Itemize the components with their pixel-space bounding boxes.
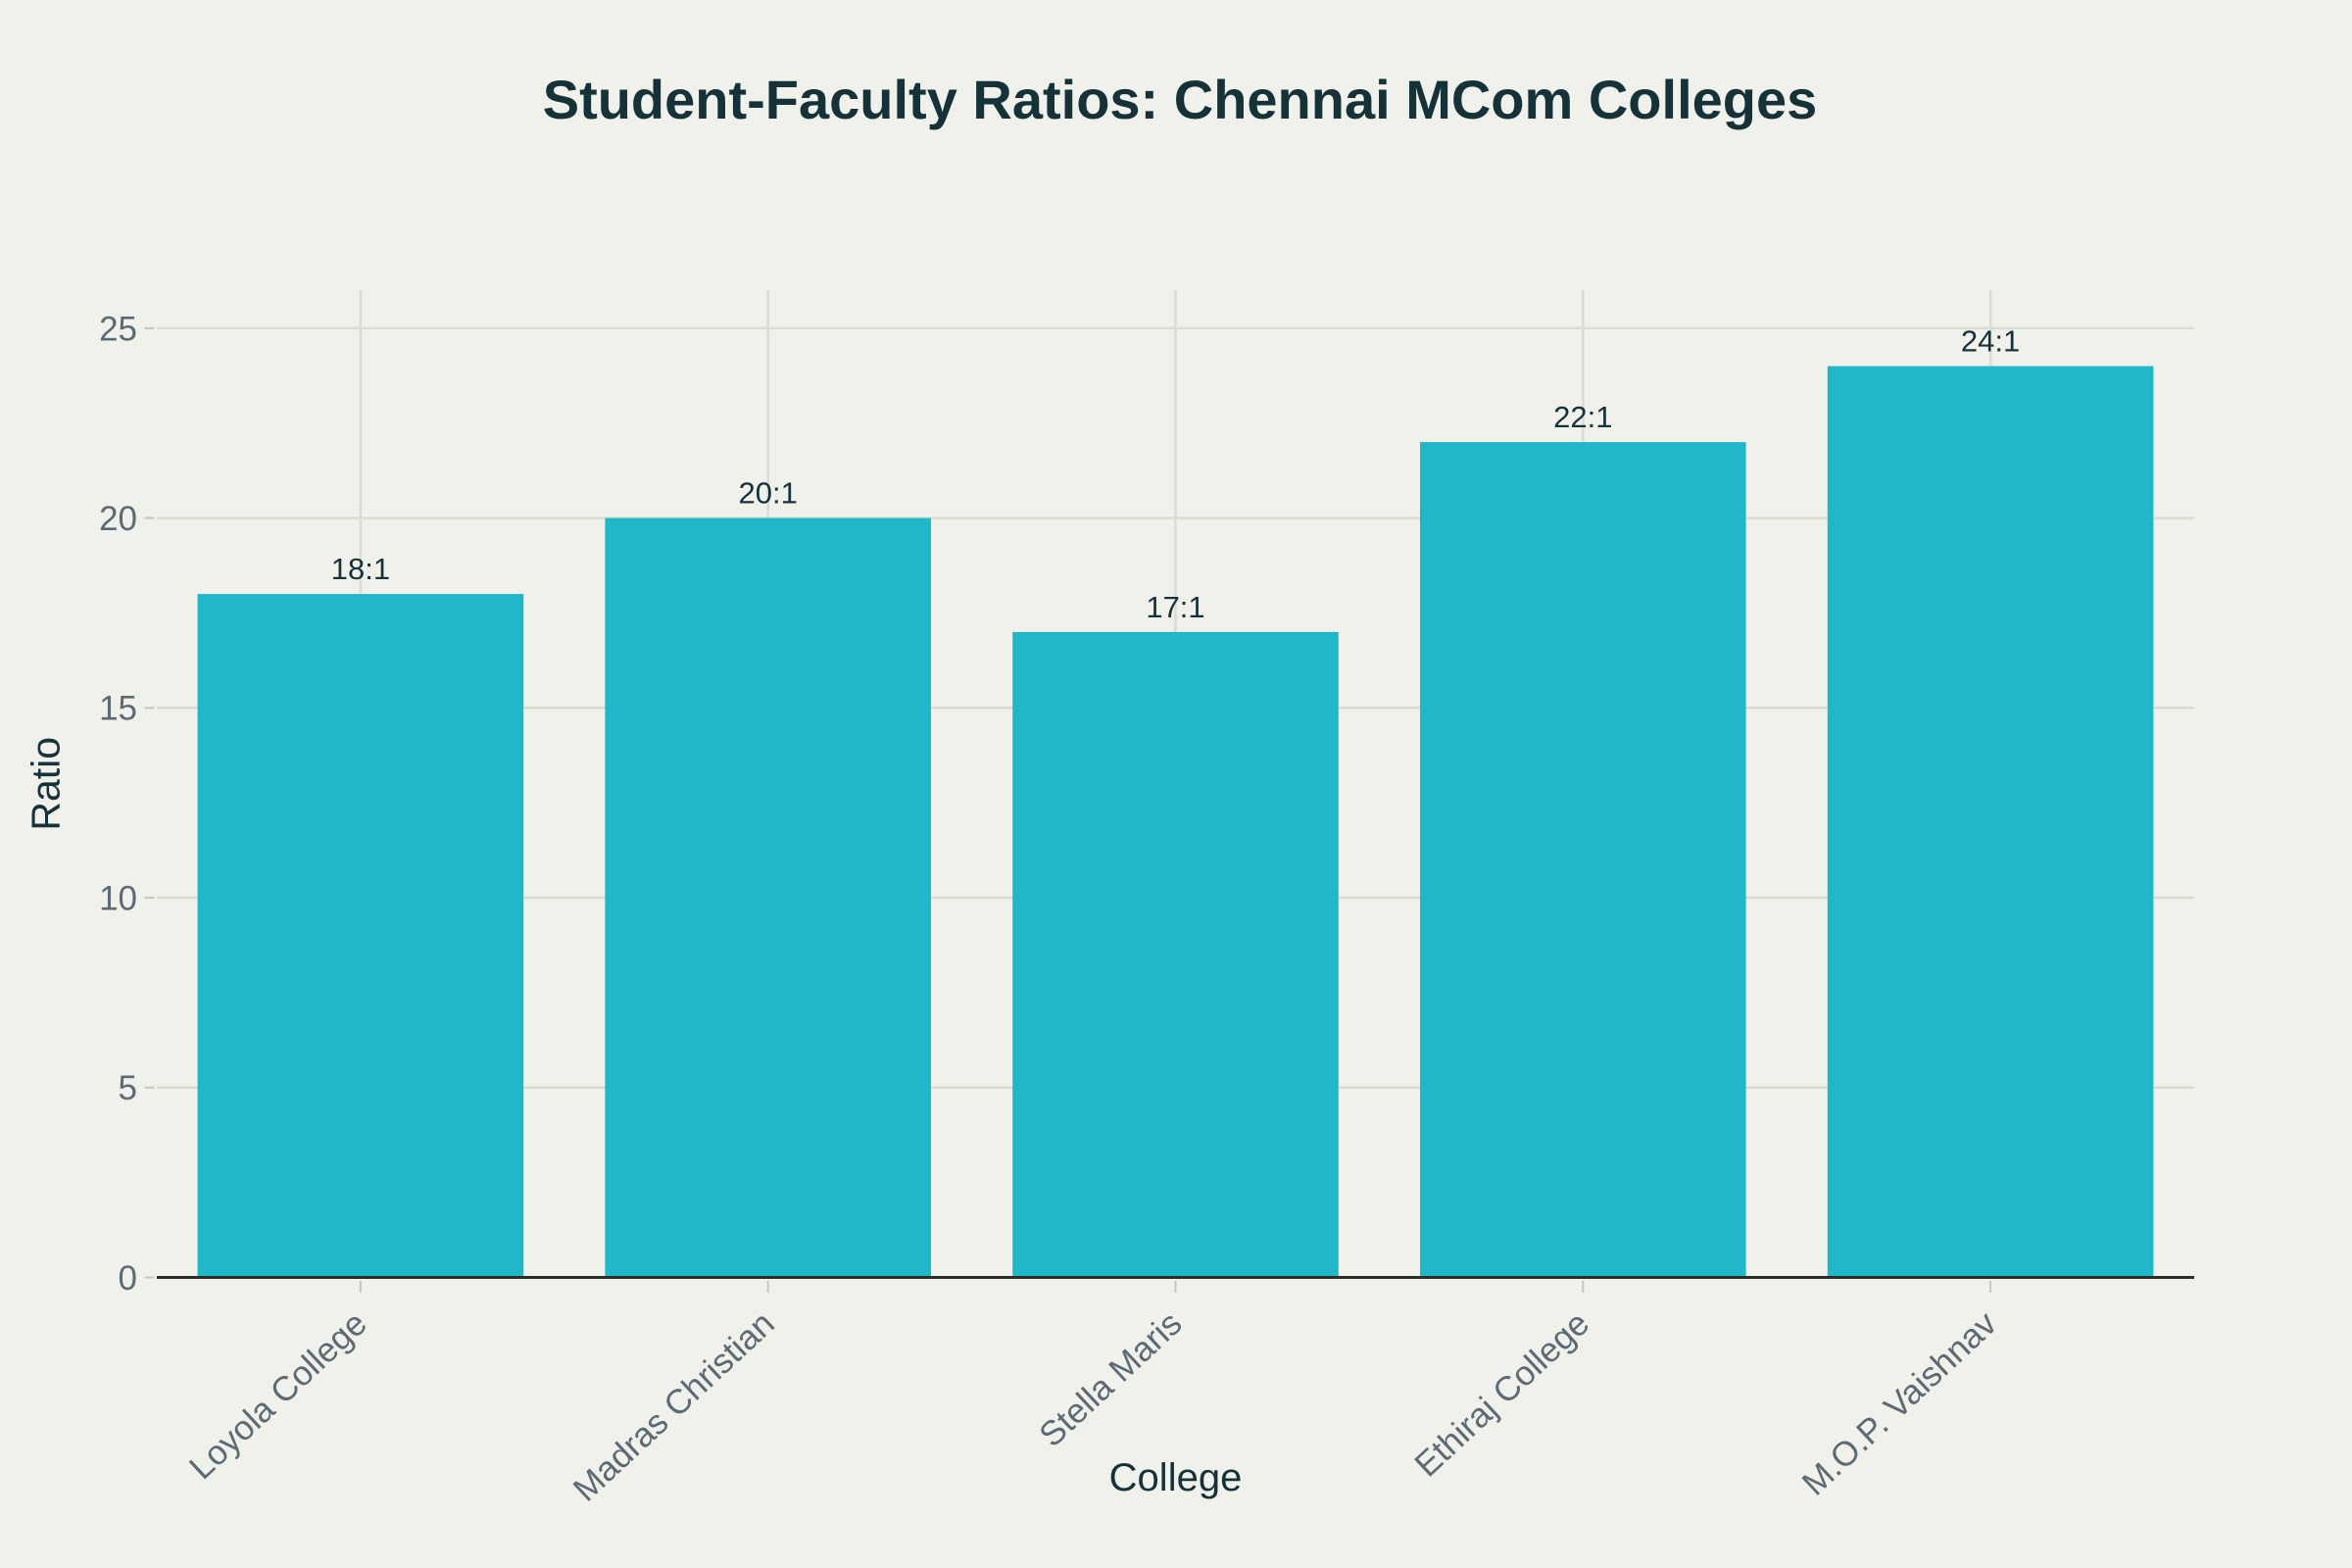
- svg-text:22:1: 22:1: [1553, 400, 1612, 434]
- svg-text:College: College: [1109, 1456, 1243, 1499]
- svg-text:10: 10: [99, 880, 137, 918]
- svg-text:Ratio: Ratio: [24, 737, 69, 831]
- svg-text:15: 15: [99, 690, 137, 728]
- svg-text:18:1: 18:1: [331, 552, 390, 586]
- svg-text:25: 25: [99, 310, 137, 348]
- svg-text:20: 20: [99, 500, 137, 538]
- svg-text:0: 0: [119, 1259, 137, 1298]
- svg-text:Student-Faculty Ratios: Chenna: Student-Faculty Ratios: Chennai MCom Col…: [543, 69, 1818, 130]
- svg-text:20:1: 20:1: [739, 476, 798, 511]
- svg-text:17:1: 17:1: [1146, 590, 1204, 624]
- svg-text:24:1: 24:1: [1961, 324, 2020, 359]
- svg-text:5: 5: [119, 1069, 137, 1107]
